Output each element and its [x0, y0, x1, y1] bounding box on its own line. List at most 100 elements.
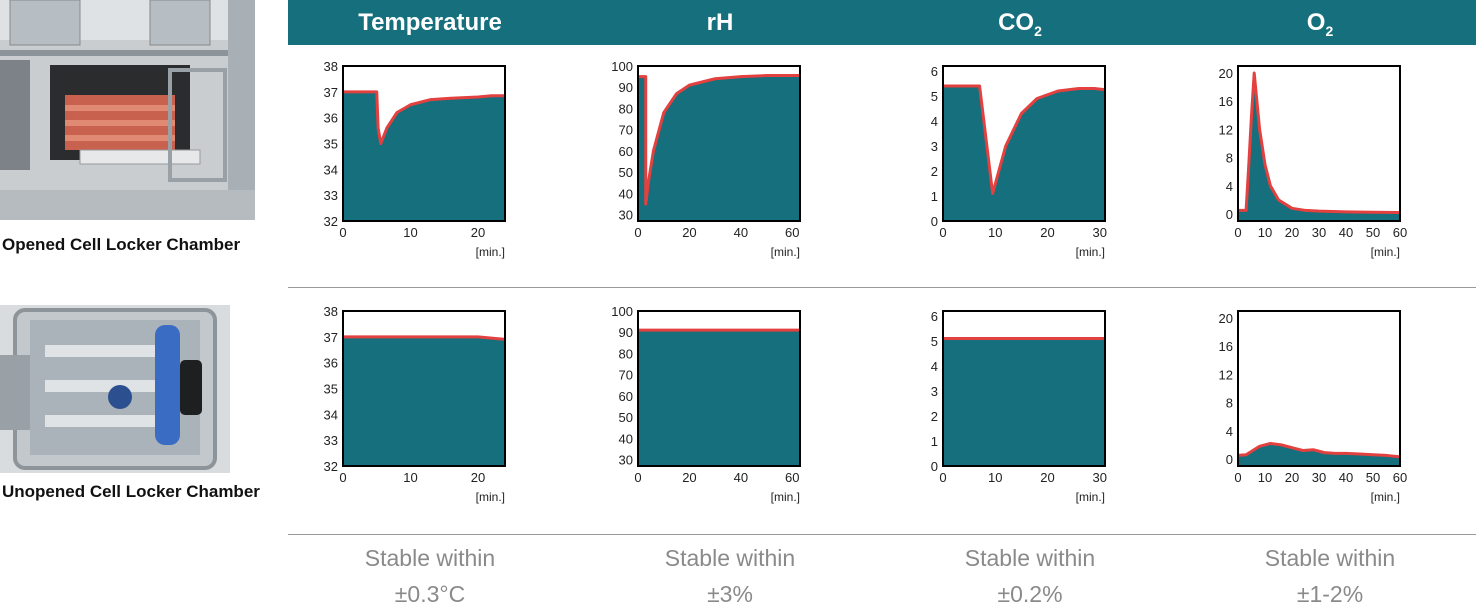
plot-frame	[637, 65, 801, 222]
footer-rh: Stable within ±3%	[664, 545, 796, 607]
x-tick-label: 20	[1040, 225, 1054, 240]
y-tick-label: 80	[619, 346, 633, 361]
x-tick-label: 10	[1258, 225, 1272, 240]
series-line	[638, 74, 800, 206]
chart-svg: 0 1 2 3 4 5 6 0 10 20 30 [min.]	[931, 64, 1107, 259]
parameter-header-bar	[288, 0, 1476, 45]
x-tick-label: 30	[1093, 470, 1107, 485]
series-area	[943, 86, 1105, 221]
chart-unopened-temperature: 32 33 34 35 36 37 38 0 10 20 [min.]	[305, 303, 535, 523]
y-tick-label: 12	[1219, 367, 1233, 382]
plot-frame	[342, 310, 506, 467]
chart-unopened-co2: 0 1 2 3 4 5 6 0 10 20 30 [min.]	[905, 303, 1135, 523]
x-axis-unit-label: [min.]	[771, 245, 800, 259]
y-tick-label: 100	[611, 59, 633, 74]
y-tick-label: 33	[324, 188, 338, 203]
series-line	[1238, 71, 1401, 215]
plot-frame	[942, 65, 1106, 222]
x-tick-label: 40	[734, 225, 748, 240]
y-tick-label: 0	[931, 214, 938, 229]
chart-svg: 30 40 50 60 70 80 90 100 0 20 40 60 [min.]	[611, 304, 801, 504]
x-tick-label: 0	[339, 225, 346, 240]
y-tick-label: 70	[619, 123, 633, 138]
chart-unopened-o2: 0 4 8 12 16 20 0 10 20 30 40 50 60 [min.]	[1200, 303, 1430, 523]
series-area	[1238, 443, 1400, 466]
y-tick-label: 70	[619, 368, 633, 383]
y-tick-label: 40	[619, 186, 633, 201]
y-tick-label: 60	[619, 389, 633, 404]
x-tick-label: 0	[1234, 225, 1241, 240]
header-co2: CO2	[998, 9, 1042, 39]
y-tick-label: 90	[619, 80, 633, 95]
y-tick-label: 34	[324, 162, 338, 177]
plot-frame	[637, 310, 801, 467]
x-tick-label: 0	[939, 225, 946, 240]
y-tick-label: 5	[931, 334, 938, 349]
y-tick-label: 38	[324, 304, 338, 319]
row-divider	[288, 287, 1476, 288]
header-rh: rH	[706, 9, 734, 36]
x-tick-label: 10	[1258, 470, 1272, 485]
y-tick-label: 1	[931, 434, 938, 449]
x-tick-label: 10	[988, 470, 1002, 485]
x-axis-unit-label: [min.]	[476, 245, 505, 259]
opened-chamber-photo	[0, 0, 255, 220]
x-tick-label: 20	[471, 225, 485, 240]
series-area	[343, 91, 505, 221]
chart-opened-temperature: 32 33 34 35 36 37 38 0 10 20 [min.]	[305, 58, 535, 278]
x-tick-label: 20	[682, 470, 696, 485]
y-tick-label: 90	[619, 325, 633, 340]
y-tick-label: 20	[1219, 311, 1233, 326]
header-o2: O2	[1306, 9, 1334, 39]
y-tick-label: 35	[324, 137, 338, 152]
x-tick-label: 0	[339, 470, 346, 485]
y-tick-label: 30	[619, 208, 633, 223]
y-tick-label: 6	[931, 309, 938, 324]
y-tick-label: 8	[1226, 396, 1233, 411]
x-axis-unit-label: [min.]	[771, 490, 800, 504]
x-tick-label: 50	[1366, 470, 1380, 485]
series-line	[1237, 441, 1401, 459]
chart-svg: 30 40 50 60 70 80 90 100 0 20 40 60 [min.]	[611, 59, 801, 259]
y-tick-label: 2	[931, 164, 938, 179]
y-tick-label: 37	[324, 85, 338, 100]
x-tick-label: 40	[1339, 470, 1353, 485]
header-temperature: Temperature	[358, 9, 502, 36]
y-tick-label: 33	[324, 433, 338, 448]
x-axis-unit-label: [min.]	[1076, 490, 1105, 504]
x-axis-unit-label: [min.]	[1076, 245, 1105, 259]
y-tick-label: 0	[1226, 452, 1233, 467]
y-tick-label: 100	[611, 304, 633, 319]
plot-frame	[942, 310, 1106, 467]
x-tick-label: 60	[785, 470, 799, 485]
x-axis-unit-label: [min.]	[476, 490, 505, 504]
chart-svg: 32 33 34 35 36 37 38 0 10 20 [min.]	[324, 59, 506, 259]
chart-opened-co2: 0 1 2 3 4 5 6 0 10 20 30 [min.]	[905, 58, 1135, 278]
x-tick-label: 20	[471, 470, 485, 485]
opened-chamber-label: Opened Cell Locker Chamber	[2, 235, 241, 254]
x-tick-label: 10	[403, 225, 417, 240]
y-tick-label: 50	[619, 165, 633, 180]
footer-temperature: Stable within ±0.3°C	[364, 545, 496, 607]
y-tick-label: 12	[1219, 122, 1233, 137]
footer-o2: Stable within ±1-2%	[1264, 545, 1396, 607]
y-tick-label: 6	[931, 64, 938, 79]
series-area	[343, 336, 505, 466]
chart-svg: 0 4 8 12 16 20 0 10 20 30 40 50 60 [min.]	[1219, 310, 1407, 504]
plot-frame	[1237, 310, 1401, 467]
footer-divider	[288, 534, 1476, 535]
y-tick-label: 30	[619, 453, 633, 468]
x-tick-label: 40	[734, 470, 748, 485]
x-axis-unit-label: [min.]	[1371, 490, 1400, 504]
y-tick-label: 34	[324, 407, 338, 422]
unopened-chamber-label: Unopened Cell Locker Chamber	[2, 482, 260, 501]
x-tick-label: 0	[634, 470, 641, 485]
chart-unopened-rh: 30 40 50 60 70 80 90 100 0 20 40 60 [min.]	[600, 303, 830, 523]
x-tick-label: 20	[1285, 470, 1299, 485]
series-area	[943, 338, 1105, 466]
chart-svg: 0 1 2 3 4 5 6 0 10 20 30 [min.]	[931, 309, 1107, 504]
y-tick-label: 20	[1219, 66, 1233, 81]
unopened-chamber-photo	[0, 305, 230, 473]
y-tick-label: 4	[931, 359, 938, 374]
y-tick-label: 32	[324, 214, 338, 229]
